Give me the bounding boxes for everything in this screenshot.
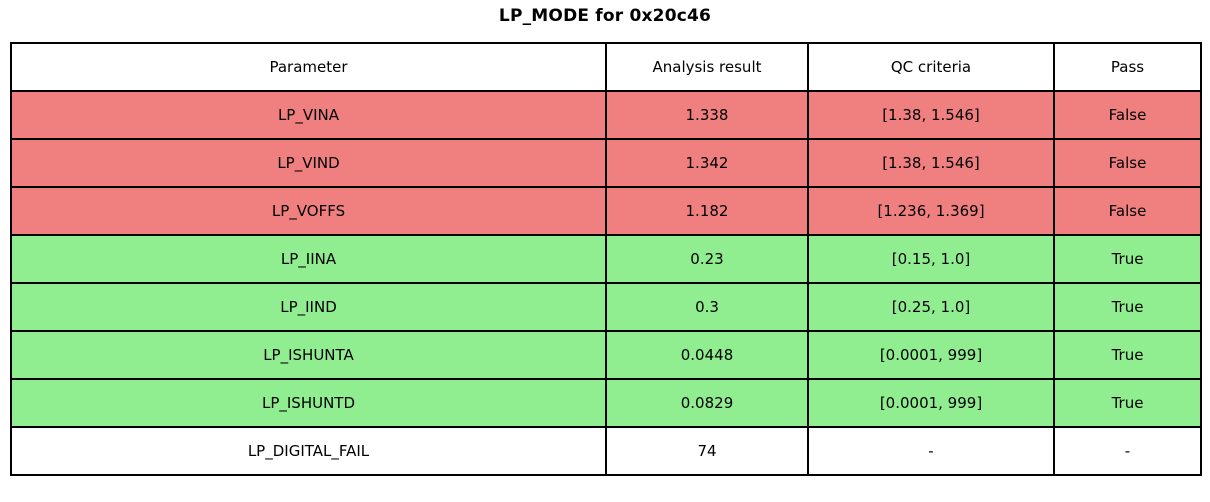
cell-pass: - bbox=[1053, 426, 1202, 476]
cell-criteria: - bbox=[807, 426, 1055, 476]
table-row: LP_VIND 1.342 [1.38, 1.546] False bbox=[10, 138, 1202, 188]
table-row: LP_ISHUNTA 0.0448 [0.0001, 999] True bbox=[10, 330, 1202, 380]
cell-result: 74 bbox=[605, 426, 809, 476]
col-header-qc-criteria: QC criteria bbox=[807, 42, 1055, 92]
table-row: LP_VINA 1.338 [1.38, 1.546] False bbox=[10, 90, 1202, 140]
table-row: LP_IIND 0.3 [0.25, 1.0] True bbox=[10, 282, 1202, 332]
table-header-row: Parameter Analysis result QC criteria Pa… bbox=[10, 42, 1202, 92]
cell-parameter: LP_IINA bbox=[10, 234, 607, 284]
cell-parameter: LP_VOFFS bbox=[10, 186, 607, 236]
cell-pass: True bbox=[1053, 378, 1202, 428]
col-header-parameter: Parameter bbox=[10, 42, 607, 92]
cell-parameter: LP_ISHUNTD bbox=[10, 378, 607, 428]
results-table: Parameter Analysis result QC criteria Pa… bbox=[10, 42, 1202, 476]
cell-criteria: [1.38, 1.546] bbox=[807, 138, 1055, 188]
cell-criteria: [0.0001, 999] bbox=[807, 378, 1055, 428]
cell-pass: True bbox=[1053, 330, 1202, 380]
cell-result: 1.338 bbox=[605, 90, 809, 140]
table-row: LP_VOFFS 1.182 [1.236, 1.369] False bbox=[10, 186, 1202, 236]
col-header-analysis-result: Analysis result bbox=[605, 42, 809, 92]
cell-result: 1.342 bbox=[605, 138, 809, 188]
cell-pass: False bbox=[1053, 90, 1202, 140]
cell-criteria: [0.0001, 999] bbox=[807, 330, 1055, 380]
cell-parameter: LP_VINA bbox=[10, 90, 607, 140]
cell-parameter: LP_IIND bbox=[10, 282, 607, 332]
page-title: LP_MODE for 0x20c46 bbox=[498, 6, 712, 26]
cell-criteria: [0.15, 1.0] bbox=[807, 234, 1055, 284]
table-row: LP_ISHUNTD 0.0829 [0.0001, 999] True bbox=[10, 378, 1202, 428]
col-header-pass: Pass bbox=[1053, 42, 1202, 92]
cell-pass: False bbox=[1053, 138, 1202, 188]
cell-pass: True bbox=[1053, 282, 1202, 332]
cell-pass: True bbox=[1053, 234, 1202, 284]
cell-criteria: [1.38, 1.546] bbox=[807, 90, 1055, 140]
cell-result: 1.182 bbox=[605, 186, 809, 236]
cell-result: 0.23 bbox=[605, 234, 809, 284]
table-row: LP_IINA 0.23 [0.15, 1.0] True bbox=[10, 234, 1202, 284]
cell-parameter: LP_ISHUNTA bbox=[10, 330, 607, 380]
table-row: LP_DIGITAL_FAIL 74 - - bbox=[10, 426, 1202, 476]
cell-parameter: LP_VIND bbox=[10, 138, 607, 188]
cell-result: 0.0448 bbox=[605, 330, 809, 380]
cell-criteria: [1.236, 1.369] bbox=[807, 186, 1055, 236]
cell-pass: False bbox=[1053, 186, 1202, 236]
cell-criteria: [0.25, 1.0] bbox=[807, 282, 1055, 332]
cell-result: 0.3 bbox=[605, 282, 809, 332]
cell-parameter: LP_DIGITAL_FAIL bbox=[10, 426, 607, 476]
cell-result: 0.0829 bbox=[605, 378, 809, 428]
